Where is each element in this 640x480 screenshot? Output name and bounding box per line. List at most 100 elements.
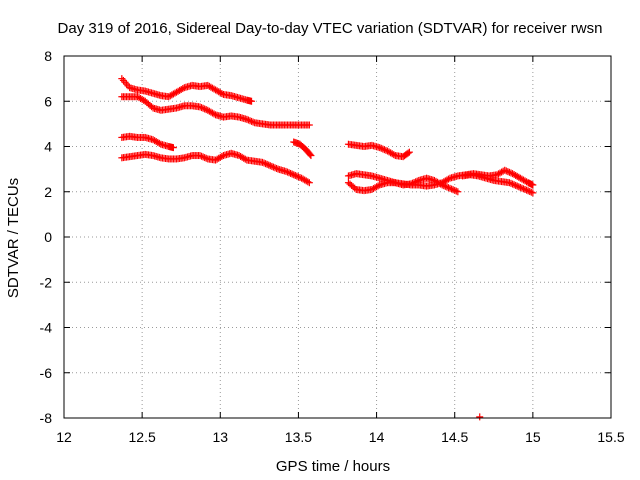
- data-point: [305, 179, 313, 187]
- data-point: [287, 169, 295, 177]
- data-point: [248, 117, 256, 125]
- data-point: [306, 150, 314, 158]
- data-point: [266, 162, 274, 170]
- data-point: [529, 189, 537, 197]
- y-tick-label: 4: [44, 139, 52, 155]
- data-point: [282, 167, 290, 175]
- data-point: [296, 173, 304, 181]
- data-point: [271, 164, 279, 172]
- x-tick-label: 12: [56, 429, 72, 445]
- data-point: [505, 179, 513, 187]
- data-point: [405, 148, 413, 156]
- data-point: [516, 183, 524, 191]
- data-point: [351, 184, 359, 192]
- point-series-1: [118, 75, 256, 105]
- data-point: [527, 188, 535, 196]
- point-series-3: [118, 132, 177, 152]
- y-tick-label: -6: [40, 365, 53, 381]
- y-tick-label: -4: [40, 320, 53, 336]
- data-point: [169, 144, 177, 152]
- data-point: [305, 121, 313, 129]
- data-point: [376, 144, 384, 152]
- data-point: [507, 179, 515, 187]
- data-point: [198, 104, 206, 112]
- point-series-10: [476, 413, 484, 421]
- grid-lines: [64, 56, 611, 418]
- data-point: [390, 151, 398, 159]
- data-point: [246, 117, 254, 125]
- data-point: [118, 75, 126, 83]
- data-point: [218, 152, 226, 160]
- data-point: [218, 90, 226, 98]
- data-point: [404, 149, 412, 157]
- data-point: [285, 169, 293, 177]
- data-point: [518, 184, 526, 192]
- data-point: [519, 185, 527, 193]
- point-series-4: [290, 138, 315, 160]
- data-point: [199, 153, 207, 161]
- data-point: [273, 164, 281, 172]
- y-tick-label: 6: [44, 93, 52, 109]
- data-point: [198, 152, 206, 160]
- data-point: [269, 163, 277, 171]
- data-point: [501, 166, 509, 174]
- data-point: [243, 115, 251, 123]
- data-point: [409, 179, 417, 187]
- axis-ticks: 12 12.5 13 13.5 14 14.5 15 15.5 8 6 4 2 0 -2 -4 -6 -8: [40, 48, 625, 445]
- data-point: [444, 175, 452, 183]
- data-points: [118, 75, 537, 421]
- data-point: [202, 154, 210, 162]
- chart-title: Day 319 of 2016, Sidereal Day-to-day VTE…: [58, 20, 603, 37]
- data-point: [202, 106, 210, 114]
- data-point: [407, 180, 415, 188]
- x-tick-label: 14.5: [441, 429, 468, 445]
- data-point: [201, 154, 209, 162]
- data-point: [265, 161, 273, 169]
- y-tick-label: -8: [40, 410, 53, 426]
- data-point: [123, 80, 131, 88]
- data-point: [196, 103, 204, 111]
- x-tick-label: 12.5: [129, 429, 156, 445]
- data-point: [268, 162, 276, 170]
- data-point: [505, 168, 513, 176]
- data-point: [377, 144, 385, 152]
- data-point: [307, 152, 315, 160]
- point-series-9: [459, 171, 537, 197]
- point-series-8: [344, 174, 462, 196]
- data-point: [446, 184, 454, 192]
- data-point: [504, 168, 512, 176]
- x-tick-label: 13.5: [285, 429, 312, 445]
- data-point: [509, 180, 517, 188]
- data-point: [529, 181, 537, 189]
- data-point: [294, 173, 302, 181]
- data-point: [179, 85, 187, 93]
- data-point: [155, 139, 163, 147]
- point-series-5: [118, 149, 313, 187]
- data-point: [444, 184, 452, 192]
- data-point: [521, 185, 529, 193]
- data-point: [119, 76, 127, 84]
- data-point: [438, 181, 446, 189]
- data-point: [523, 186, 531, 194]
- data-point: [380, 146, 388, 154]
- data-point: [210, 110, 218, 118]
- x-tick-label: 14: [369, 429, 385, 445]
- data-point: [526, 188, 534, 196]
- data-point: [241, 155, 249, 163]
- data-point: [515, 183, 523, 191]
- data-point: [196, 152, 204, 160]
- data-point: [513, 182, 521, 190]
- y-tick-label: 0: [44, 229, 52, 245]
- data-point: [304, 178, 312, 186]
- data-point: [244, 116, 252, 124]
- data-point: [412, 178, 420, 186]
- data-point: [524, 187, 532, 195]
- data-point: [263, 160, 271, 168]
- x-axis-label: GPS time / hours: [276, 458, 390, 475]
- data-point: [262, 160, 270, 168]
- data-point: [291, 171, 299, 179]
- data-point: [293, 172, 301, 180]
- data-point: [440, 182, 448, 190]
- data-point: [413, 177, 421, 185]
